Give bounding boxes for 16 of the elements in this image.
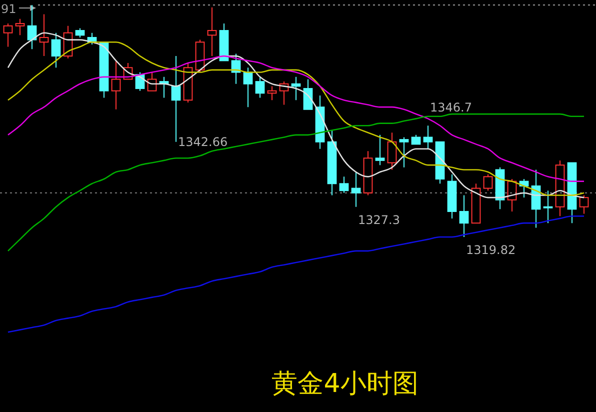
candlestick xyxy=(459,194,469,238)
candlestick xyxy=(447,174,457,219)
candlestick xyxy=(111,60,121,110)
candlestick xyxy=(351,172,361,208)
candlestick xyxy=(39,14,49,57)
candlestick xyxy=(543,190,553,224)
annotation: 1342.66 xyxy=(178,134,228,149)
candlestick xyxy=(207,6,217,57)
text: 1319.82 xyxy=(466,243,516,257)
annotation: 1346.7 xyxy=(430,100,472,115)
text: 黄金4小时图 xyxy=(272,369,418,399)
annotation: 91 xyxy=(1,2,16,16)
candlestick xyxy=(327,130,337,196)
candlestick xyxy=(171,56,181,142)
candlestick xyxy=(267,86,277,101)
annotation: 1327.3 xyxy=(358,212,400,227)
